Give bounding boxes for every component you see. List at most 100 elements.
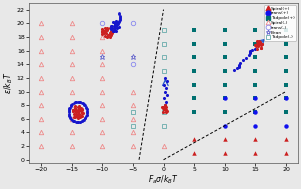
Point <box>105 28 110 31</box>
Point <box>255 40 259 43</box>
Point <box>117 14 122 17</box>
Point <box>109 26 114 29</box>
Point <box>110 29 114 32</box>
Point <box>115 20 120 23</box>
Point <box>109 25 114 28</box>
Point <box>163 108 168 111</box>
Point <box>117 15 122 19</box>
Point <box>84 114 89 117</box>
Point <box>248 52 253 55</box>
Point <box>114 24 119 27</box>
Point <box>117 19 122 22</box>
Point <box>79 106 84 109</box>
Point <box>67 107 72 110</box>
Point <box>244 56 249 59</box>
Point <box>67 113 71 116</box>
Point <box>103 29 107 33</box>
Point <box>84 114 89 117</box>
Point <box>110 25 114 28</box>
Point <box>70 119 75 122</box>
Point <box>113 29 118 32</box>
Point <box>259 43 264 46</box>
Point <box>68 104 73 107</box>
Point <box>74 121 79 124</box>
Point <box>101 30 106 33</box>
Point <box>84 113 89 116</box>
Point <box>117 25 122 28</box>
Point <box>70 110 75 113</box>
Y-axis label: $\varepsilon/k_BT$: $\varepsilon/k_BT$ <box>3 72 15 94</box>
Point <box>76 115 81 118</box>
Point <box>73 108 78 111</box>
Point <box>163 100 168 103</box>
Point <box>163 76 168 79</box>
Point <box>74 115 79 118</box>
Point <box>80 111 85 114</box>
Point <box>109 26 113 29</box>
Point <box>68 117 73 120</box>
Point <box>115 21 119 24</box>
Point <box>108 28 113 31</box>
Point <box>113 24 118 27</box>
Point <box>116 22 121 25</box>
Point <box>100 29 105 32</box>
Point <box>113 23 118 26</box>
Point <box>117 20 122 23</box>
Point <box>76 105 81 108</box>
Point <box>73 105 78 108</box>
Point <box>102 30 107 33</box>
Point <box>100 33 105 36</box>
Point <box>259 42 264 45</box>
Point <box>73 108 78 111</box>
Point <box>81 118 86 121</box>
Point <box>76 114 81 117</box>
Point <box>80 108 85 112</box>
Point <box>79 120 84 123</box>
Point <box>110 29 114 32</box>
Point <box>161 106 166 109</box>
Point <box>84 108 89 111</box>
Point <box>240 59 245 62</box>
Point <box>78 115 82 119</box>
Point <box>115 22 120 26</box>
Point <box>75 114 80 117</box>
Point <box>67 115 72 118</box>
Point <box>67 114 72 117</box>
Point <box>107 26 112 29</box>
Point <box>68 117 73 120</box>
Point <box>113 20 117 23</box>
Point <box>77 100 82 103</box>
Point <box>78 101 83 104</box>
Point <box>73 101 78 104</box>
Point <box>77 121 82 124</box>
Point <box>83 105 88 108</box>
Point <box>231 68 236 71</box>
Point <box>67 108 71 111</box>
Legend: Spiral(+), trans(+), Tadpole(+), Spiral(-), trans(-), Bean, Tadpole(-): Spiral(+), trans(+), Tadpole(+), Spiral(… <box>264 5 296 41</box>
Point <box>71 108 76 112</box>
Point <box>104 32 109 35</box>
Point <box>75 121 80 124</box>
Point <box>74 110 79 113</box>
Point <box>160 105 165 108</box>
Point <box>256 40 261 43</box>
Point <box>113 24 117 27</box>
Point <box>78 120 82 123</box>
Point <box>237 64 242 67</box>
Point <box>253 47 258 50</box>
Point <box>117 18 122 21</box>
Point <box>253 45 258 48</box>
Point <box>82 103 87 106</box>
Point <box>81 111 86 114</box>
Point <box>255 44 260 47</box>
X-axis label: $F_a\sigma/k_BT$: $F_a\sigma/k_BT$ <box>148 174 179 186</box>
Point <box>72 115 77 118</box>
Point <box>112 29 117 32</box>
Point <box>72 101 76 104</box>
Point <box>79 111 84 114</box>
Point <box>76 115 80 118</box>
Point <box>257 43 262 46</box>
Point <box>82 104 87 107</box>
Point <box>111 28 116 31</box>
Point <box>235 67 240 70</box>
